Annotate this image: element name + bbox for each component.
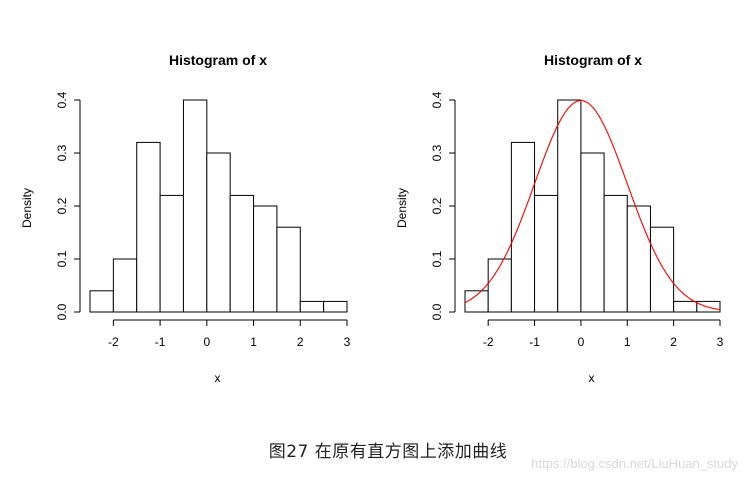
x-tick-label: 2 — [297, 335, 304, 349]
y-tick-label: 0.3 — [55, 144, 69, 161]
histogram-bar — [89, 290, 114, 313]
y-tick-label: 0.4 — [430, 91, 444, 108]
y-axis-label: Density — [395, 188, 409, 228]
y-tick-label: 0.1 — [430, 250, 444, 267]
y-tick-label: 0.2 — [430, 197, 444, 214]
histogram-bar — [510, 141, 536, 313]
histogram-bar — [673, 300, 698, 313]
histogram-bar — [229, 194, 255, 313]
chart-title: Histogram of x — [544, 52, 642, 68]
x-tick-label: 2 — [670, 335, 677, 349]
histogram-bar — [182, 99, 208, 313]
y-tick-label: 0.2 — [55, 197, 69, 214]
x-tick-label: -2 — [108, 335, 119, 349]
y-tick-label: 0.0 — [430, 303, 444, 320]
x-tick-label: 3 — [344, 335, 351, 349]
histogram-bar — [323, 300, 348, 313]
histogram-bar — [557, 99, 582, 313]
y-tick-label: 0.4 — [55, 91, 69, 108]
x-tick-label: 0 — [578, 335, 585, 349]
histogram-bar — [580, 152, 605, 313]
y-tick-label: 0.3 — [430, 144, 444, 161]
y-tick-label: 0.1 — [55, 250, 69, 267]
histogram-bar — [603, 194, 628, 313]
histogram-bar — [253, 205, 278, 313]
y-axis-label: Density — [20, 188, 34, 228]
watermark: https://blog.csdn.net/LiuHuan_study — [531, 456, 738, 471]
x-axis-label: x — [215, 371, 221, 385]
histogram-bar — [206, 152, 231, 313]
x-tick-label: 0 — [203, 335, 210, 349]
histogram-bar — [112, 258, 138, 313]
x-tick-label: -2 — [483, 335, 494, 349]
figure-caption: 图27 在原有直方图上添加曲线 — [268, 442, 508, 462]
x-tick-label: 1 — [624, 335, 631, 349]
histogram-panel-right: Histogram of x -2 -1 0 1 2 3 0.0 0.1 0.2 0.3 0.4 x De… — [395, 52, 724, 385]
histogram-panel-left: Histogram of x -2 -1 0 1 2 3 0.0 0.1 0.2 0.3 0.4 x De… — [20, 52, 351, 385]
histogram-bar — [136, 141, 161, 313]
chart-title: Histogram of x — [169, 52, 267, 68]
x-tick-label: -1 — [529, 335, 540, 349]
x-tick-label: 1 — [250, 335, 257, 349]
density-curve — [464, 100, 721, 311]
x-tick-label: -1 — [155, 335, 166, 349]
histogram-bar — [534, 194, 559, 313]
x-tick-label: 3 — [717, 335, 724, 349]
histogram-bar — [626, 205, 651, 313]
histogram-bar — [159, 194, 184, 313]
histogram-bar — [276, 226, 301, 313]
histogram-bar — [299, 300, 325, 313]
histogram-bar — [649, 226, 675, 313]
y-tick-label: 0.0 — [55, 303, 69, 320]
x-axis-label: x — [589, 371, 595, 385]
